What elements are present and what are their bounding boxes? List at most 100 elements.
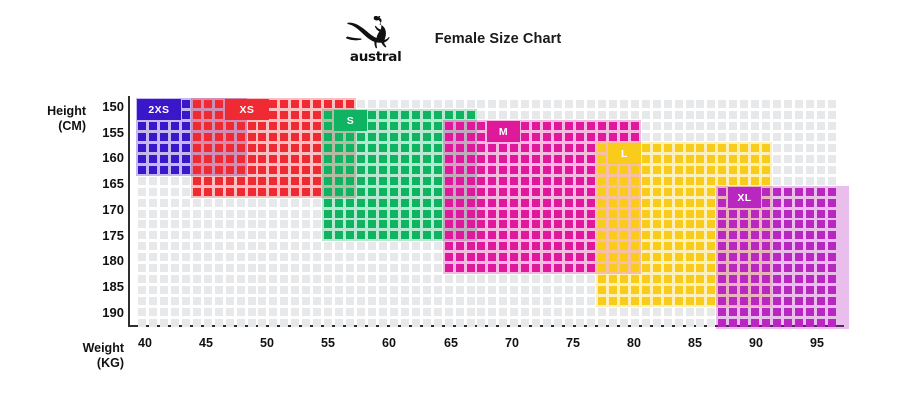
cell-empty <box>806 100 814 108</box>
cell-xs <box>258 166 266 174</box>
cell-s <box>412 220 420 228</box>
cell-l <box>620 264 628 272</box>
cell-xl <box>817 199 825 207</box>
cell-l <box>664 177 672 185</box>
cell-xs <box>226 166 234 174</box>
cell-m <box>543 231 551 239</box>
cell-s <box>368 210 376 218</box>
cell-empty <box>269 253 277 261</box>
cell-m <box>510 155 518 163</box>
cell-m <box>456 253 464 261</box>
cell-l <box>740 177 748 185</box>
cell-empty <box>828 155 836 163</box>
cell-empty <box>565 297 573 305</box>
cell-empty <box>718 111 726 119</box>
cell-empty <box>795 166 803 174</box>
cell-l <box>707 220 715 228</box>
cell-empty <box>248 264 256 272</box>
cell-empty <box>237 220 245 228</box>
cell-empty <box>280 275 288 283</box>
cell-empty <box>149 220 157 228</box>
cell-xl <box>784 199 792 207</box>
cell-empty <box>543 297 551 305</box>
cell-xl <box>729 220 737 228</box>
cell-xl <box>729 210 737 218</box>
cell-empty <box>237 286 245 294</box>
cell-empty <box>664 319 672 327</box>
cell-l <box>675 155 683 163</box>
cell-s <box>423 122 431 130</box>
cell-empty <box>182 264 190 272</box>
cell-empty <box>718 133 726 141</box>
cell-empty <box>696 308 704 316</box>
cell-xl <box>762 308 770 316</box>
cell-empty <box>302 275 310 283</box>
cell-l <box>696 242 704 250</box>
cell-empty <box>182 210 190 218</box>
austral-logo: austral <box>339 16 413 65</box>
cell-l <box>675 264 683 272</box>
cell-2xs <box>138 166 146 174</box>
cell-empty <box>138 188 146 196</box>
cell-xl <box>773 220 781 228</box>
cell-m <box>510 264 518 272</box>
cell-empty <box>149 242 157 250</box>
cell-m <box>576 253 584 261</box>
cell-empty <box>379 308 387 316</box>
cell-empty <box>226 275 234 283</box>
cell-m <box>467 133 475 141</box>
cell-empty <box>193 253 201 261</box>
cell-empty <box>521 297 529 305</box>
cell-xl <box>762 286 770 294</box>
cell-empty <box>817 100 825 108</box>
cell-m <box>488 231 496 239</box>
cell-empty <box>226 242 234 250</box>
cell-xs <box>291 111 299 119</box>
cell-m <box>532 199 540 207</box>
cell-l <box>675 286 683 294</box>
cell-xl <box>773 253 781 261</box>
cell-xl <box>784 210 792 218</box>
cell-l <box>631 210 639 218</box>
cell-empty <box>171 297 179 305</box>
cell-empty <box>280 199 288 207</box>
x-tick-60: 60 <box>382 336 396 350</box>
cell-xs <box>269 133 277 141</box>
cell-l <box>598 253 606 261</box>
cell-xs <box>313 122 321 130</box>
cell-xl <box>795 319 803 327</box>
cell-empty <box>248 220 256 228</box>
cell-empty <box>269 220 277 228</box>
cell-s <box>434 144 442 152</box>
cell-xl <box>784 319 792 327</box>
cell-l <box>696 155 704 163</box>
cell-s <box>368 111 376 119</box>
cell-empty <box>138 231 146 239</box>
cell-empty <box>565 286 573 294</box>
cell-empty <box>291 220 299 228</box>
cell-m <box>521 133 529 141</box>
cell-xs <box>313 133 321 141</box>
cell-xl <box>751 275 759 283</box>
cell-2xs <box>171 122 179 130</box>
cell-s <box>412 155 420 163</box>
cell-xl <box>806 199 814 207</box>
cell-empty <box>488 308 496 316</box>
cell-m <box>576 166 584 174</box>
cell-empty <box>368 242 376 250</box>
cell-s <box>379 188 387 196</box>
cell-s <box>357 188 365 196</box>
cell-empty <box>215 319 223 327</box>
cell-empty <box>182 188 190 196</box>
cell-empty <box>204 264 212 272</box>
cell-empty <box>609 319 617 327</box>
cell-xs <box>280 166 288 174</box>
cell-m <box>488 210 496 218</box>
cell-xs <box>193 166 201 174</box>
cell-empty <box>182 220 190 228</box>
cell-s <box>390 122 398 130</box>
cell-empty <box>784 133 792 141</box>
cell-empty <box>675 100 683 108</box>
cell-s <box>401 188 409 196</box>
cell-m <box>499 253 507 261</box>
